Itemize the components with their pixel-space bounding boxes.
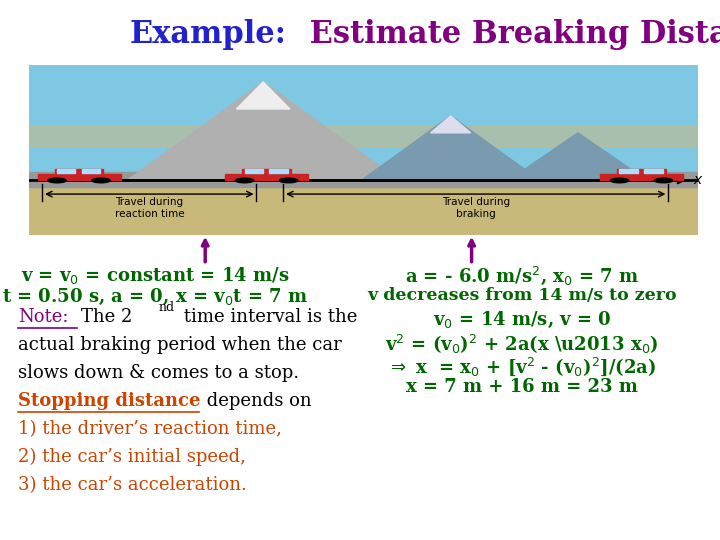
Bar <box>225 174 308 180</box>
Text: v = v$_0$ = constant = 14 m/s: v = v$_0$ = constant = 14 m/s <box>20 265 289 286</box>
Text: x: x <box>693 173 702 187</box>
Text: Example:: Example: <box>130 19 287 50</box>
Circle shape <box>279 178 297 183</box>
Bar <box>37 174 120 180</box>
Text: Estimate Breaking Distances: Estimate Breaking Distances <box>299 19 720 50</box>
Text: 2) the car’s initial speed,: 2) the car’s initial speed, <box>18 448 246 467</box>
Polygon shape <box>431 116 471 133</box>
Text: Travel during
reaction time: Travel during reaction time <box>114 198 184 219</box>
Bar <box>82 169 100 173</box>
Text: slows down & comes to a stop.: slows down & comes to a stop. <box>18 364 299 382</box>
Bar <box>29 176 698 235</box>
Polygon shape <box>364 116 538 179</box>
Text: Travel during
braking: Travel during braking <box>442 198 510 219</box>
Bar <box>600 174 683 180</box>
Bar <box>29 172 698 187</box>
Bar <box>619 169 638 173</box>
Text: a = - 6.0 m/s$^2$, x$_0$ = 7 m: a = - 6.0 m/s$^2$, x$_0$ = 7 m <box>405 265 639 287</box>
Bar <box>245 169 263 173</box>
Bar <box>269 169 288 173</box>
Bar <box>57 169 76 173</box>
Bar <box>29 126 698 146</box>
Text: depends on: depends on <box>201 392 312 410</box>
Text: actual braking period when the car: actual braking period when the car <box>18 336 342 354</box>
Polygon shape <box>236 82 290 109</box>
Circle shape <box>611 178 629 183</box>
Text: v$_0$ = 14 m/s, v = 0: v$_0$ = 14 m/s, v = 0 <box>433 310 611 330</box>
Polygon shape <box>130 82 397 179</box>
Text: x = 7 m + 16 m = 23 m: x = 7 m + 16 m = 23 m <box>406 378 638 396</box>
Text: 1) the driver’s reaction time,: 1) the driver’s reaction time, <box>18 420 282 438</box>
Bar <box>55 168 103 174</box>
Text: Note:: Note: <box>18 308 68 326</box>
Circle shape <box>48 178 66 183</box>
Circle shape <box>654 178 672 183</box>
Text: The 2: The 2 <box>81 308 132 326</box>
Bar <box>618 168 665 174</box>
Text: time interval is the: time interval is the <box>178 308 357 326</box>
Text: $\Rightarrow$ x  = x$_0$ + [v$^2$ - (v$_0$)$^2$]/(2a): $\Rightarrow$ x = x$_0$ + [v$^2$ - (v$_0… <box>387 355 657 377</box>
Text: 3) the car’s acceleration.: 3) the car’s acceleration. <box>18 476 247 494</box>
Text: Stopping distance: Stopping distance <box>18 392 200 410</box>
Bar <box>644 169 662 173</box>
Text: t = 0.50 s, a = 0, x = v$_0$t = 7 m: t = 0.50 s, a = 0, x = v$_0$t = 7 m <box>1 287 308 307</box>
Circle shape <box>92 178 110 183</box>
Text: v decreases from 14 m/s to zero: v decreases from 14 m/s to zero <box>367 287 677 304</box>
Bar <box>29 65 698 184</box>
Text: nd: nd <box>158 301 174 314</box>
Polygon shape <box>511 133 645 179</box>
Bar <box>243 168 291 174</box>
Circle shape <box>235 178 253 183</box>
Text: v$^2$ = (v$_0$)$^2$ + 2a(x \u2013 x$_0$): v$^2$ = (v$_0$)$^2$ + 2a(x \u2013 x$_0$) <box>385 333 659 356</box>
